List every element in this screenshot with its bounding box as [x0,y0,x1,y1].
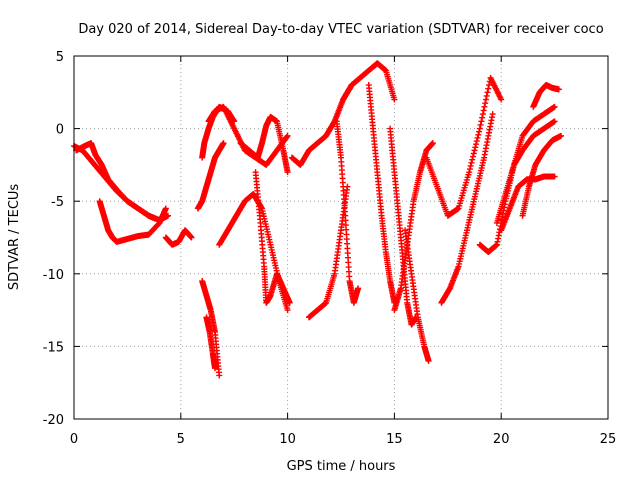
x-tick-label: 0 [70,432,78,447]
x-axis-title: GPS time / hours [287,459,396,474]
data-point [551,118,558,125]
axis-ticks: 0 5 10 15 20 25 -20 -15 -10 -5 0 5 [43,50,617,447]
y-axis-title: SDTVAR / TECUs [7,184,22,291]
series-arc-l [252,169,293,306]
data-point [284,132,291,139]
data-point [391,96,398,103]
data-point-sample [483,92,490,99]
series-arc-f [203,314,218,372]
series-arc-t [402,227,432,364]
data-point-sample [470,150,477,157]
series-arc-g [194,140,227,212]
data-point [429,140,436,147]
data-point-sample [469,156,476,163]
data-point [558,132,565,139]
series-arc-y [498,173,558,234]
data-point-sample [485,82,492,89]
y-tick-label: 5 [56,50,64,65]
x-tick-label: 15 [386,432,403,447]
series-arc-n [305,183,351,321]
data-point [216,372,223,379]
data-points [71,60,565,379]
y-tick-label: -5 [51,195,64,210]
series-arc-v [438,111,496,306]
data-point [164,212,171,219]
data-point-sample [480,107,487,114]
data-point-sample [474,134,481,141]
data-point-sample [475,131,482,138]
series-arc-q [365,82,398,306]
x-tick-label: 20 [493,432,510,447]
series-arc-b [73,140,159,222]
data-point-sample [481,103,488,110]
data-point [284,307,291,314]
data-point-sample [479,111,486,118]
data-point-sample [469,153,476,160]
data-point [476,125,483,132]
data-point-sample [484,89,491,96]
data-point-sample [485,85,492,92]
series-arc-c [96,198,169,245]
data-point-sample [283,133,290,140]
data-point [555,86,562,93]
grid-lines [74,56,608,419]
data-point [551,103,558,110]
series-arc-e [199,278,223,379]
data-point [498,96,505,103]
x-tick-label: 25 [600,432,617,447]
data-point [211,365,218,372]
data-point-sample [468,159,475,166]
y-tick-label: -20 [43,413,64,428]
series-arc-o [333,118,362,306]
series-arc-u [423,74,505,219]
data-point [162,205,169,212]
y-tick-label: 0 [56,123,64,138]
series-arc-aa [530,82,562,110]
data-point [152,215,159,222]
data-point-sample [473,138,480,145]
data-point-sample [473,141,480,148]
data-point-sample [477,121,484,128]
data-point-sample [482,96,489,103]
series-arc-d [162,227,195,248]
data-point-sample [471,147,478,154]
data-point-sample [482,100,489,107]
data-point [220,140,227,147]
data-point [466,169,473,176]
plot-frame [73,55,609,420]
series-arc-r [387,125,419,328]
data-point [489,111,496,118]
data-point [284,169,291,176]
data-point [355,285,362,292]
data-point [551,173,558,180]
data-point-sample [467,162,474,169]
y-tick-label: -10 [43,268,64,283]
y-tick-label: -15 [43,340,64,355]
data-point-sample [466,166,473,173]
x-tick-label: 5 [177,432,185,447]
series-arc-z [519,132,565,219]
data-point [188,234,195,241]
series-arc-x [493,118,558,226]
series-arc-k [237,113,291,176]
data-point-sample [479,114,486,121]
series-arc-s [391,140,436,314]
data-point [286,299,293,306]
x-tick-label: 10 [279,432,296,447]
data-point-sample [476,128,483,135]
chart-title: Day 020 of 2014, Sidereal Day-to-day VTE… [78,22,603,37]
data-point-sample [472,144,479,151]
data-point-sample [478,118,485,125]
series-arc-p [340,60,398,103]
data-point [425,357,432,364]
